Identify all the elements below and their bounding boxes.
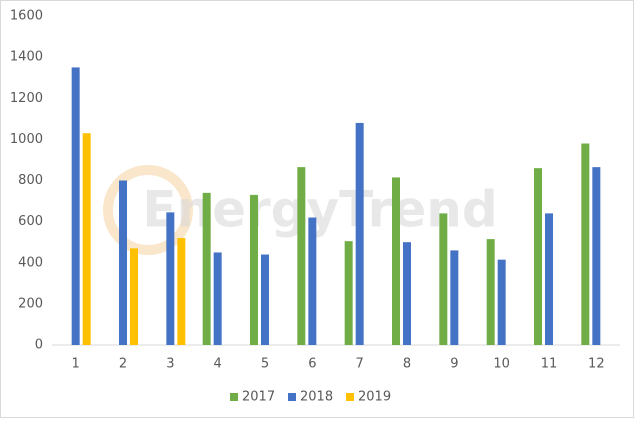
y-tick-label: 1600 [10, 9, 43, 24]
bar [130, 248, 138, 345]
bar [403, 242, 411, 345]
y-tick-label: 1200 [10, 91, 43, 106]
x-tick-label: 3 [166, 357, 174, 372]
bar [297, 167, 306, 345]
x-tick-label: 8 [403, 357, 411, 372]
y-tick-label: 200 [18, 296, 43, 311]
bar [250, 194, 258, 345]
bar [202, 192, 211, 345]
x-tick-label: 7 [356, 357, 364, 372]
legend-label: 2019 [358, 390, 391, 405]
y-tick-label: 0 [35, 338, 43, 353]
legend-swatch [288, 393, 296, 401]
bar [534, 168, 542, 345]
bar [355, 122, 364, 345]
bar [450, 250, 459, 345]
y-tick-label: 600 [18, 214, 43, 229]
x-tick-label: 9 [450, 357, 458, 372]
x-tick-label: 6 [308, 357, 316, 372]
x-tick-label: 10 [493, 357, 510, 372]
legend-label: 2018 [300, 390, 333, 405]
x-tick-label: 5 [261, 357, 269, 372]
bar [581, 143, 590, 345]
bar [545, 213, 553, 345]
bar [213, 252, 222, 345]
bar [71, 67, 80, 345]
watermark-logo [103, 165, 193, 255]
y-tick-label: 1000 [10, 132, 43, 147]
bar [439, 213, 448, 345]
y-tick-label: 800 [18, 173, 43, 188]
bar [166, 212, 175, 345]
bar [177, 238, 186, 345]
x-tick-label: 4 [214, 357, 222, 372]
legend-swatch [346, 393, 354, 401]
bar [308, 217, 317, 345]
x-tick-label: 2 [119, 357, 127, 372]
bar [82, 133, 91, 345]
x-tick-label: 12 [588, 357, 605, 372]
y-tick-label: 400 [18, 255, 43, 270]
legend-label: 2017 [242, 390, 275, 405]
bar [344, 241, 353, 345]
watermark: EnergyTrend [142, 181, 497, 239]
bar [486, 239, 495, 345]
bar [592, 167, 601, 345]
bar [261, 254, 269, 345]
x-tick-label: 1 [72, 357, 80, 372]
legend-swatch [230, 393, 238, 401]
bar [497, 259, 506, 345]
bar [392, 177, 400, 345]
y-tick-label: 1400 [10, 50, 43, 65]
x-tick-label: 11 [541, 357, 558, 372]
bar [119, 180, 127, 345]
